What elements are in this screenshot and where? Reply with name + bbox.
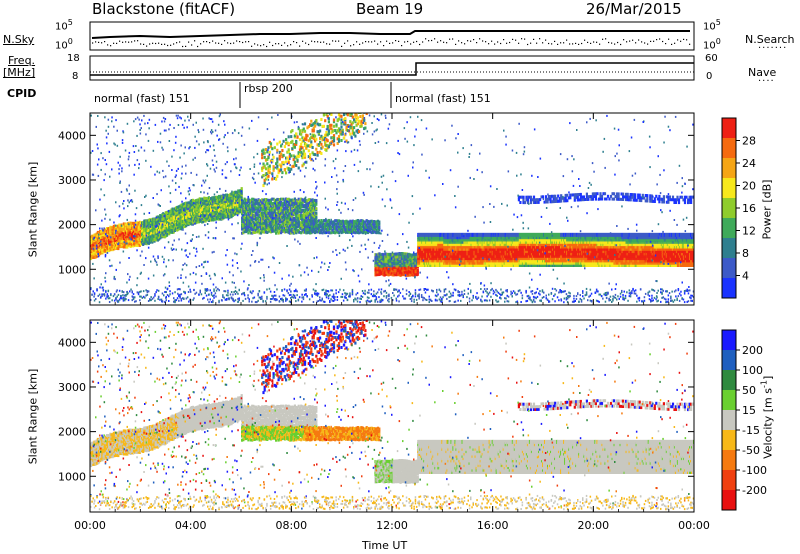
freq-tick-right-bottom: 0 [706, 71, 712, 82]
x-tick-label: 12:00 [376, 519, 408, 532]
axes: 1000 2000 3000 4000 1000 2000 3000 4000 00:00 04:… [58, 113, 710, 532]
velocity-colorbar-label: Velocity [m s-1] [760, 372, 775, 462]
colorbar-tick-label: 12 [742, 225, 756, 238]
nave-legend-dots: ···· [758, 76, 775, 87]
y-tick-label: 2000 [58, 219, 86, 232]
cpid-segment-1: normal (fast) 151 [94, 92, 190, 105]
y-tick-label: 1000 [58, 470, 86, 483]
freq-line [90, 62, 694, 76]
station-title: Blackstone (fitACF) [92, 0, 235, 18]
colorbar-swatch [722, 350, 736, 371]
date-title: 26/Mar/2015 [586, 0, 682, 18]
colorbar-swatch [722, 390, 736, 411]
power-heatmap [90, 113, 694, 304]
cpid-segment-3: normal (fast) 151 [395, 92, 491, 105]
noise-tick-top-right: 105 [703, 18, 721, 32]
nsky-label: N.Sky [3, 33, 34, 46]
y-tick-label: 3000 [58, 174, 86, 187]
freq-label: Freq. [8, 54, 35, 67]
x-tick-label: 08:00 [275, 519, 307, 532]
colorbar-swatch [722, 410, 736, 431]
x-tick-label: 00:00 [74, 519, 106, 532]
colorbar-swatch [722, 450, 736, 471]
xlabel: Time UT [362, 539, 407, 552]
colorbar-tick-label: -200 [742, 484, 767, 497]
y-tick-label: 1000 [58, 263, 86, 276]
colorbar-tick-label: -15 [742, 424, 760, 437]
colorbar-swatch [722, 198, 736, 219]
x-tick-label: 20:00 [577, 519, 609, 532]
cpid-label: CPID [7, 87, 36, 100]
colorbar-tick-label: 24 [742, 157, 756, 170]
mhz-label: [MHz] [3, 66, 35, 79]
colorbar-swatch [722, 178, 736, 199]
x-tick-label: 00:00 [678, 519, 710, 532]
freq-tick-right-top: 60 [705, 53, 718, 64]
freq-tick-left-top: 18 [67, 53, 80, 64]
colorbar-swatch [722, 490, 736, 511]
colorbar-tick-label: 8 [742, 247, 749, 260]
beam-title: Beam 19 [356, 0, 423, 18]
power-colorbar-label: Power [dB] [761, 165, 774, 255]
colorbar-tick-label: 28 [742, 135, 756, 148]
colorbar-swatch [722, 138, 736, 159]
y-tick-label: 4000 [58, 129, 86, 142]
y-tick-label: 4000 [58, 336, 86, 349]
colorbar-swatch [722, 370, 736, 391]
colorbar-tick-label: 200 [742, 344, 763, 357]
colorbar-tick-label: 16 [742, 202, 756, 215]
y-tick-label: 2000 [58, 426, 86, 439]
nave-label: Nave [748, 66, 776, 79]
nsearch-legend-dots: ······· [758, 43, 787, 54]
colorbar-tick-label: 15 [742, 404, 756, 417]
velocity-ylabel: Slant Range [km] [27, 362, 40, 472]
colorbar-tick-label: 20 [742, 180, 756, 193]
colorbar-tick-label: -100 [742, 464, 767, 477]
freq-tick-left-bottom: 8 [72, 71, 78, 82]
noise-tick-bottom-left: 100 [55, 37, 73, 51]
colorbar-swatch [722, 330, 736, 351]
colorbar-swatch [722, 278, 736, 299]
x-tick-label: 04:00 [175, 519, 207, 532]
velocity-heatmap [90, 320, 694, 511]
noise-tick-bottom-right: 100 [703, 37, 721, 51]
nsearch-dots [92, 38, 691, 48]
noise-tick-top-left: 105 [55, 18, 73, 32]
power-ylabel: Slant Range [km] [27, 155, 40, 265]
colorbar-swatch [722, 430, 736, 451]
colorbar-tick-label: -50 [742, 444, 760, 457]
colorbar-swatch [722, 118, 736, 139]
colorbar-tick-label: 100 [742, 364, 763, 377]
power-colorbar: 4 8 12 16 20 24 28 [721, 117, 756, 299]
colorbar-tick-label: 4 [742, 270, 749, 283]
colorbar-swatch [722, 258, 736, 279]
colorbar-swatch [722, 470, 736, 491]
colorbar-swatch [722, 158, 736, 179]
y-tick-label: 3000 [58, 381, 86, 394]
colorbar-swatch [722, 238, 736, 259]
freq-panel [89, 55, 695, 81]
colorbar-tick-label: 50 [742, 384, 756, 397]
nsky-line [91, 30, 690, 39]
nsearch-label: N.Search [745, 33, 795, 46]
colorbar-swatch [722, 218, 736, 239]
x-tick-label: 16:00 [477, 519, 509, 532]
velocity-colorbar: 200 100 50 15 -15 -50 -100 -200 [721, 329, 767, 511]
cpid-segment-2: rbsp 200 [244, 82, 293, 95]
